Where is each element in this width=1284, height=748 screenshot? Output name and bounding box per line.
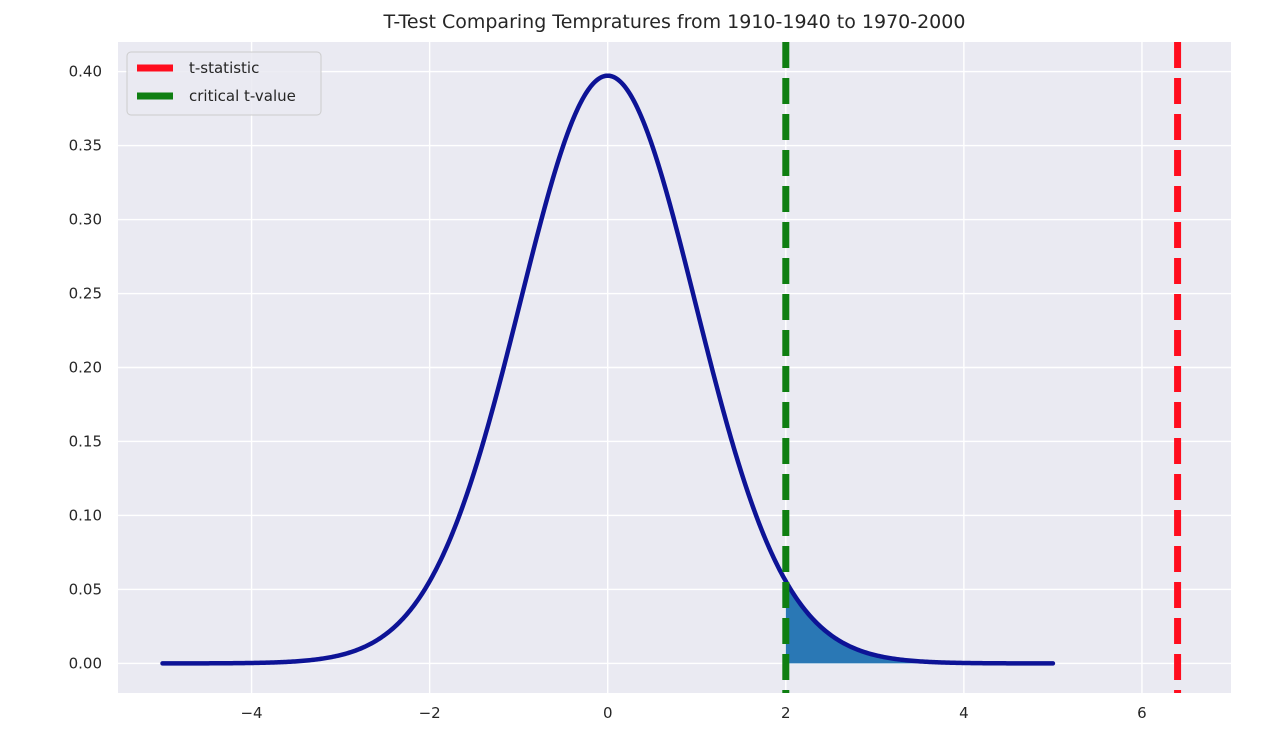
x-axis-ticks: −4 −2 0 2 4 6 bbox=[240, 704, 1146, 722]
pdf-line bbox=[160, 73, 1056, 666]
vertical-reference-lines bbox=[782, 42, 1182, 693]
grid-lines bbox=[118, 42, 1231, 693]
y-tick-label: 0.35 bbox=[69, 137, 102, 155]
x-tick-label: 4 bbox=[959, 704, 969, 722]
shaded-rejection-region bbox=[785, 581, 1053, 664]
legend-box bbox=[126, 51, 322, 116]
y-axis-ticks: 0.00 0.05 0.10 0.15 0.20 0.25 0.30 0.35 0.40 bbox=[69, 63, 102, 673]
y-tick-label: 0.20 bbox=[69, 359, 102, 377]
x-tick-label: 6 bbox=[1137, 704, 1147, 722]
x-tick-label: −2 bbox=[419, 704, 441, 722]
legend-label: critical t-value bbox=[189, 87, 296, 105]
y-tick-label: 0.00 bbox=[69, 654, 102, 672]
y-tick-label: 0.05 bbox=[69, 580, 102, 598]
x-tick-label: 2 bbox=[781, 704, 791, 722]
x-tick-label: −4 bbox=[240, 704, 262, 722]
y-tick-label: 0.15 bbox=[69, 432, 102, 450]
y-tick-label: 0.10 bbox=[69, 506, 102, 524]
x-tick-label: 0 bbox=[603, 704, 613, 722]
t-distribution-curve bbox=[160, 73, 1056, 666]
legend: t-statistic critical t-value bbox=[126, 51, 322, 116]
y-tick-label: 0.40 bbox=[69, 63, 102, 81]
legend-label: t-statistic bbox=[189, 59, 259, 77]
y-tick-label: 0.30 bbox=[69, 211, 102, 229]
chart-title: T-Test Comparing Tempratures from 1910-1… bbox=[383, 11, 966, 33]
y-tick-label: 0.25 bbox=[69, 285, 102, 303]
shaded-area bbox=[785, 581, 1053, 664]
